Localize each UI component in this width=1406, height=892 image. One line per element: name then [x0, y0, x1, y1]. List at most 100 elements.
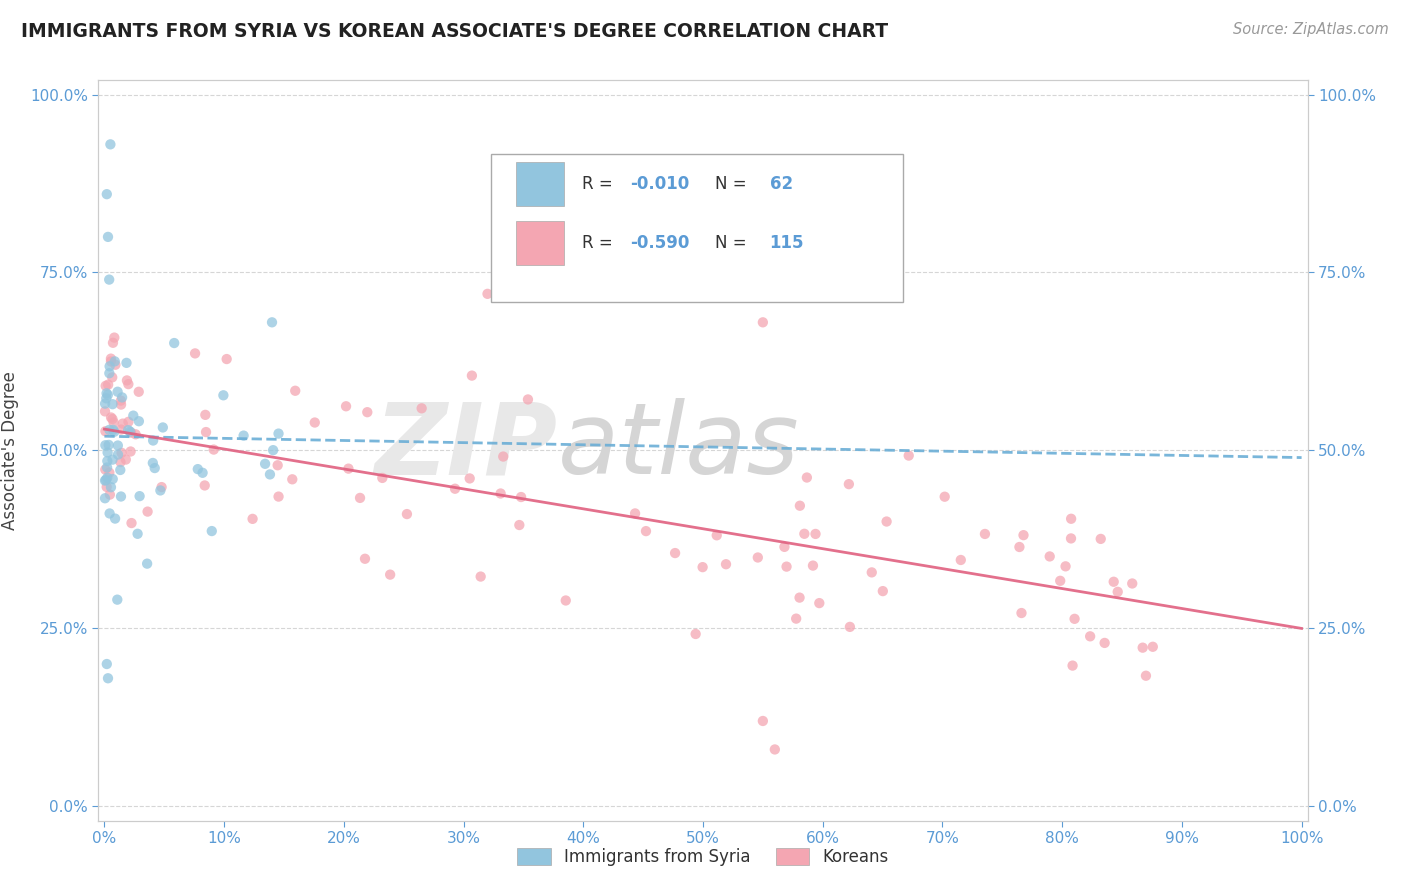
Point — [136, 505, 159, 519]
Point — [187, 462, 209, 476]
Point — [100, 410, 122, 425]
Point — [110, 490, 132, 504]
Point — [98, 359, 121, 374]
Point — [212, 388, 235, 402]
Point — [789, 591, 811, 605]
Point — [242, 512, 264, 526]
Point — [111, 417, 134, 431]
Point — [101, 370, 124, 384]
Point — [110, 463, 132, 477]
Point — [267, 490, 290, 504]
Point — [801, 558, 824, 573]
Point — [1039, 549, 1062, 564]
Point — [121, 516, 143, 530]
Point — [110, 446, 132, 460]
Point — [1132, 640, 1154, 655]
Point — [94, 404, 117, 418]
Point — [1011, 606, 1033, 620]
Text: 115: 115 — [769, 235, 804, 252]
Point — [110, 455, 132, 469]
Point — [98, 507, 121, 521]
Point — [96, 187, 118, 202]
Point — [838, 477, 860, 491]
Point — [194, 478, 217, 492]
Point — [110, 398, 132, 412]
Point — [117, 423, 139, 437]
Point — [127, 526, 149, 541]
Text: N =: N = — [716, 175, 752, 193]
Point — [1094, 636, 1116, 650]
Point — [775, 559, 797, 574]
Point — [974, 527, 997, 541]
Point — [152, 420, 174, 434]
Point — [489, 486, 512, 500]
Point — [444, 482, 467, 496]
Point — [103, 416, 125, 430]
Point — [260, 315, 283, 329]
Point — [763, 742, 786, 756]
Point — [101, 472, 124, 486]
Point — [98, 272, 121, 286]
Point — [184, 346, 207, 360]
Point — [107, 448, 129, 462]
Legend: Immigrants from Syria, Koreans: Immigrants from Syria, Koreans — [509, 840, 897, 875]
Point — [808, 596, 831, 610]
Point — [163, 336, 186, 351]
Point — [103, 330, 125, 344]
Point — [114, 452, 136, 467]
Point — [1049, 574, 1071, 588]
Point — [804, 527, 827, 541]
Point — [96, 386, 118, 401]
Text: atlas: atlas — [558, 398, 800, 495]
Point — [897, 449, 920, 463]
Y-axis label: Associate's Degree: Associate's Degree — [1, 371, 18, 530]
Point — [1008, 540, 1031, 554]
FancyBboxPatch shape — [516, 161, 564, 206]
Point — [120, 425, 142, 440]
Point — [117, 415, 139, 429]
Point — [371, 471, 394, 485]
Point — [117, 377, 139, 392]
Point — [103, 425, 125, 439]
Point — [477, 286, 499, 301]
Point — [624, 507, 647, 521]
Point — [149, 483, 172, 498]
Point — [773, 540, 796, 554]
Point — [96, 657, 118, 671]
Text: -0.010: -0.010 — [630, 175, 690, 193]
Point — [215, 352, 238, 367]
Point — [1090, 532, 1112, 546]
Point — [122, 409, 145, 423]
Text: ZIP: ZIP — [375, 398, 558, 495]
Point — [934, 490, 956, 504]
Point — [752, 714, 775, 728]
Point — [120, 444, 142, 458]
Point — [458, 471, 481, 485]
Point — [356, 405, 378, 419]
Point — [793, 526, 815, 541]
Point — [201, 524, 224, 538]
Point — [96, 392, 118, 406]
Point — [150, 480, 173, 494]
Point — [105, 592, 128, 607]
Point — [1063, 612, 1085, 626]
Point — [98, 423, 121, 437]
Point — [335, 399, 357, 413]
Point — [664, 546, 686, 560]
Point — [94, 397, 117, 411]
Point — [142, 434, 165, 448]
Point — [94, 438, 117, 452]
Point — [1062, 658, 1084, 673]
Point — [115, 356, 138, 370]
Text: IMMIGRANTS FROM SYRIA VS KOREAN ASSOCIATE'S DEGREE CORRELATION CHART: IMMIGRANTS FROM SYRIA VS KOREAN ASSOCIAT… — [21, 22, 889, 41]
Point — [104, 358, 127, 372]
Point — [510, 490, 533, 504]
Point — [266, 458, 288, 473]
Point — [1060, 512, 1083, 526]
Point — [94, 462, 117, 476]
Point — [254, 457, 277, 471]
Point — [94, 424, 117, 438]
Point — [110, 423, 132, 437]
Point — [1135, 669, 1157, 683]
Point — [634, 524, 657, 538]
